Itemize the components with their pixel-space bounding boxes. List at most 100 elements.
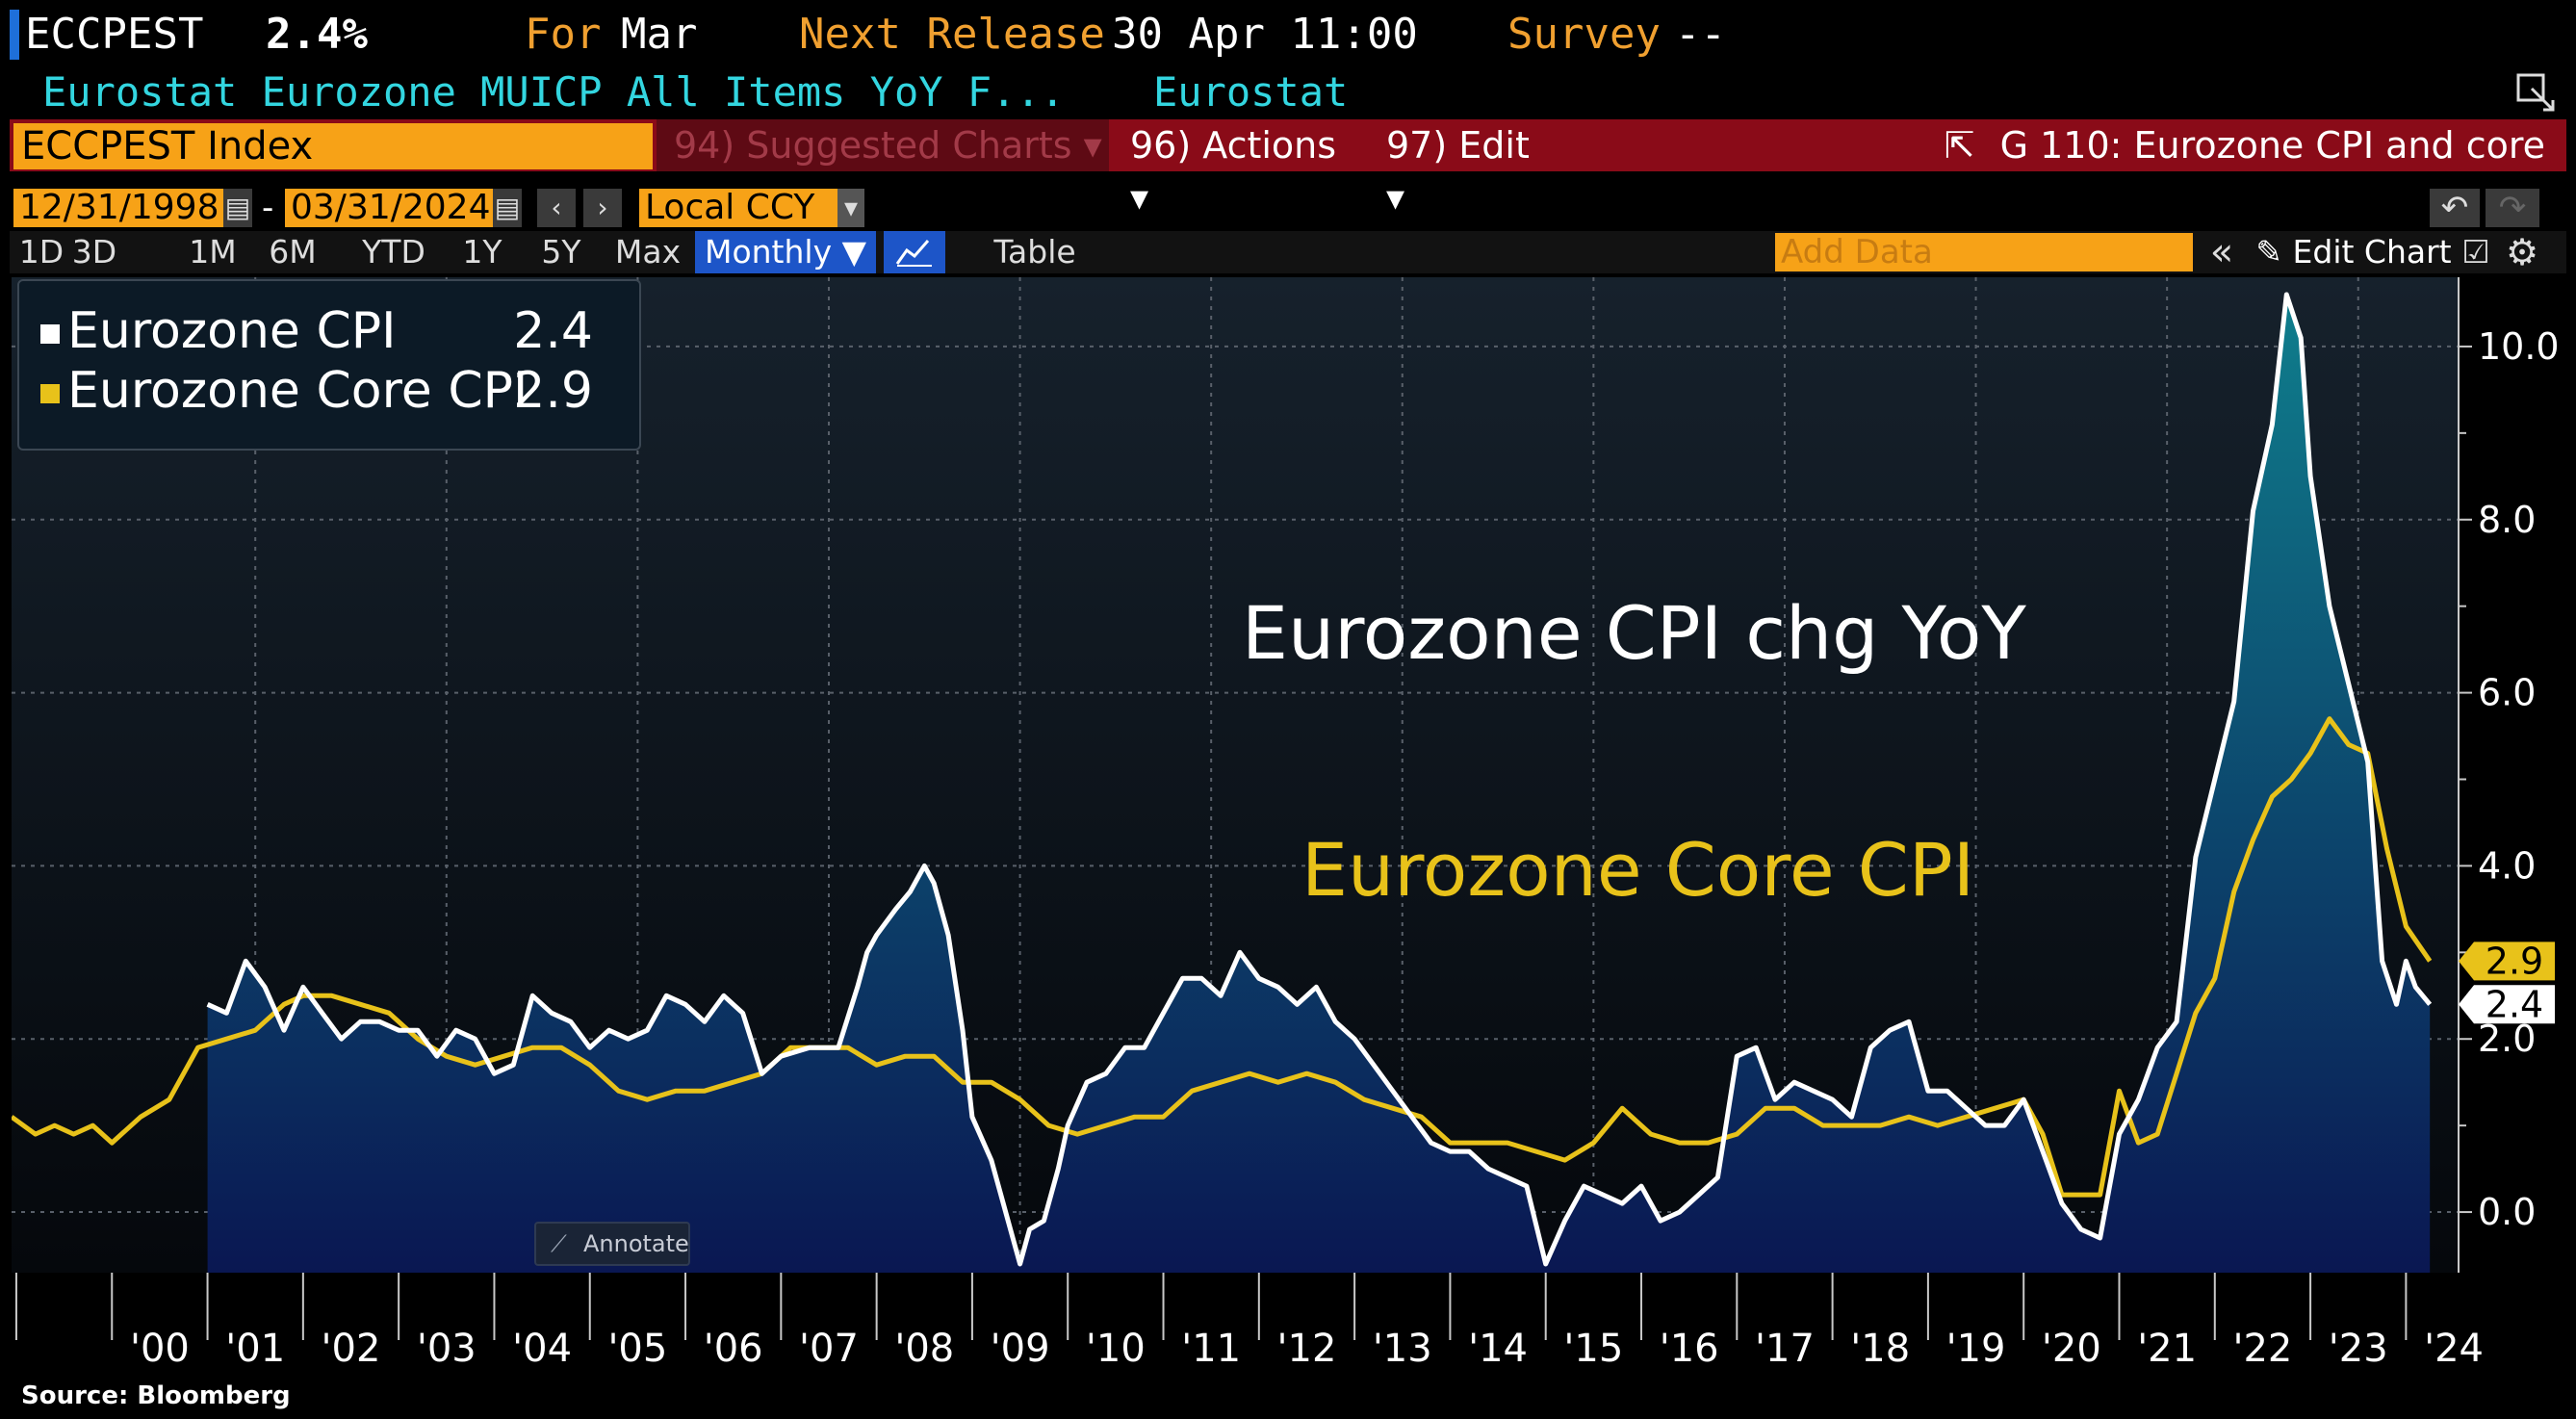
range-1y[interactable]: 1Y [462,233,502,271]
x-tick-label: '18 [1850,1327,1910,1371]
last-value-tags: 2.92.4 [2459,940,2555,1025]
x-tick-label: '24 [2424,1327,2484,1371]
currency-select[interactable]: Local CCY [639,189,837,227]
annotation-cpi: Eurozone CPI chg YoY [1242,590,2026,676]
security-header: ECCPEST 2.4% For Mar Next Release 30 Apr… [0,0,2576,69]
annotate-button[interactable]: ⟋ Annotate [534,1222,690,1266]
x-tick-label: '00 [130,1327,190,1371]
x-tick-label: '06 [704,1327,763,1371]
start-calendar-icon[interactable]: ▤ [223,189,252,227]
x-tick-label: '19 [1946,1327,2006,1371]
for-label: For [525,10,602,59]
x-tick-label: '23 [2329,1327,2388,1371]
gear-icon[interactable]: ⚙ [2505,231,2539,273]
core-last-value-tag-bg [2459,942,2555,981]
next-release-value: 30 Apr 11:00 [1112,10,1418,59]
core-last-value-tag: 2.9 [2459,940,2555,982]
x-tick-label: '07 [799,1327,859,1371]
cpi-last-value-tag-text: 2.4 [2486,983,2543,1025]
range-max[interactable]: Max [614,233,682,271]
x-tick-label: '21 [2137,1327,2197,1371]
chart-legend: Eurozone CPI 2.4 Eurozone Core CPI 2.9 [17,279,641,451]
edit-label: 97) Edit [1386,124,1530,167]
core-last-value-tag-text: 2.9 [2486,940,2543,982]
for-value: Mar [621,10,698,59]
end-calendar-icon[interactable]: ▤ [493,189,522,227]
legend-label-core: Eurozone Core CPI [67,362,528,420]
date-separator: - [262,189,274,227]
legend-swatch-core [40,384,60,403]
currency-dropdown-icon[interactable]: ▾ [837,189,864,227]
x-tick-label: '09 [991,1327,1050,1371]
x-tick-label: '05 [607,1327,667,1371]
legend-item-cpi[interactable]: Eurozone CPI 2.4 [40,302,618,360]
range-6m[interactable]: 6M [269,233,317,271]
scroll-forward-button[interactable]: › [583,189,622,227]
x-tick-label: '10 [1086,1327,1146,1371]
legend-label-cpi: Eurozone CPI [67,302,397,360]
y-tick-label: 8.0 [2478,499,2536,541]
actions-menu[interactable]: 96) Actions ▾ [1130,124,1337,219]
range-1m[interactable]: 1M [189,233,237,271]
y-tick-label: 10.0 [2478,325,2560,368]
x-tick-label: '01 [225,1327,285,1371]
suggested-charts-menu[interactable]: 94) Suggested Charts ▾ [657,119,1109,171]
x-axis: '00 '01 '02 '03 '04 '05 '06 '07 '08 '09 '10 '11 '12 '… [14,1273,2484,1371]
external-link-icon[interactable]: ⇱ [1944,124,1975,167]
x-tick-label: '17 [1755,1327,1815,1371]
x-tick-label: '16 [1660,1327,1719,1371]
line-chart-icon[interactable] [884,231,945,273]
x-tick-label: '20 [2042,1327,2101,1371]
legend-item-core[interactable]: Eurozone Core CPI 2.9 [40,362,618,420]
y-tick-label: 0.0 [2478,1191,2536,1233]
x-tick-label: '04 [512,1327,572,1371]
description-row: Eurostat Eurozone MUICP All Items YoY F.… [0,69,2576,116]
range-bar: 1D 3D 1M 6M YTD 1Y 5Y Max Monthly ▼ Tabl… [10,231,2566,273]
chart-function-title: G 110: Eurozone CPI and core [1999,124,2545,167]
chart-settings-icon[interactable]: ☑ [2461,233,2490,271]
redo-icon[interactable]: ↷ [2486,189,2539,227]
end-date-input[interactable]: 03/31/2024 [285,189,493,227]
range-3d[interactable]: 3D [71,233,117,271]
security-input[interactable]: ECCPEST Index [13,123,653,169]
y-tick-label: 4.0 [2478,844,2536,887]
legend-value-core: 2.9 [513,362,593,420]
data-source-name: Eurostat [1153,68,1349,116]
range-5y[interactable]: 5Y [541,233,581,271]
x-tick-label: '14 [1468,1327,1528,1371]
cpi-line [206,292,2433,1267]
edit-menu[interactable]: 97) Edit ▾ [1386,124,1530,219]
legend-swatch-cpi [40,324,60,344]
annotate-pencil-icon: ⟋ [551,1230,567,1257]
periodicity-label: Monthly [704,233,833,271]
x-tick-label: '02 [322,1327,381,1371]
x-tick-label: '08 [894,1327,954,1371]
periodicity-select[interactable]: Monthly ▼ [695,231,876,273]
x-tick-label: '22 [2232,1327,2292,1371]
last-value: 2.4% [266,10,368,59]
add-data-placeholder: Add Data [1781,233,1933,271]
start-date-input[interactable]: 12/31/1998 [13,189,223,227]
range-1d[interactable]: 1D [18,233,64,271]
edit-chart-button[interactable]: ✎ Edit Chart [2249,231,2459,273]
x-tick-label: '13 [1373,1327,1432,1371]
security-description: Eurostat Eurozone MUICP All Items YoY F.… [42,68,1066,116]
x-tick-label: '11 [1181,1327,1241,1371]
actions-label: 96) Actions [1130,124,1337,167]
cpi-last-value-tag: 2.4 [2459,983,2555,1025]
y-tick-label: 6.0 [2478,672,2536,714]
suggested-charts-label: 94) Suggested Charts [674,124,1072,167]
x-tick-label: '12 [1277,1327,1337,1371]
y-tick-label: 2.0 [2478,1018,2536,1060]
y-axis: 0.0 2.0 4.0 6.0 8.0 10.0 [2459,325,2560,1233]
collapse-icon[interactable]: « [2209,230,2234,274]
undo-icon[interactable]: ↶ [2430,189,2480,227]
range-ytd[interactable]: YTD [362,233,425,271]
table-view-button[interactable]: Table [993,233,1076,271]
popout-icon[interactable] [2514,71,2557,114]
cpi-last-value-tag-bg [2459,985,2555,1024]
source-note: Source: Bloomberg [21,1381,291,1410]
scroll-back-button[interactable]: ‹ [537,189,576,227]
add-data-input[interactable]: Add Data [1775,233,2193,271]
